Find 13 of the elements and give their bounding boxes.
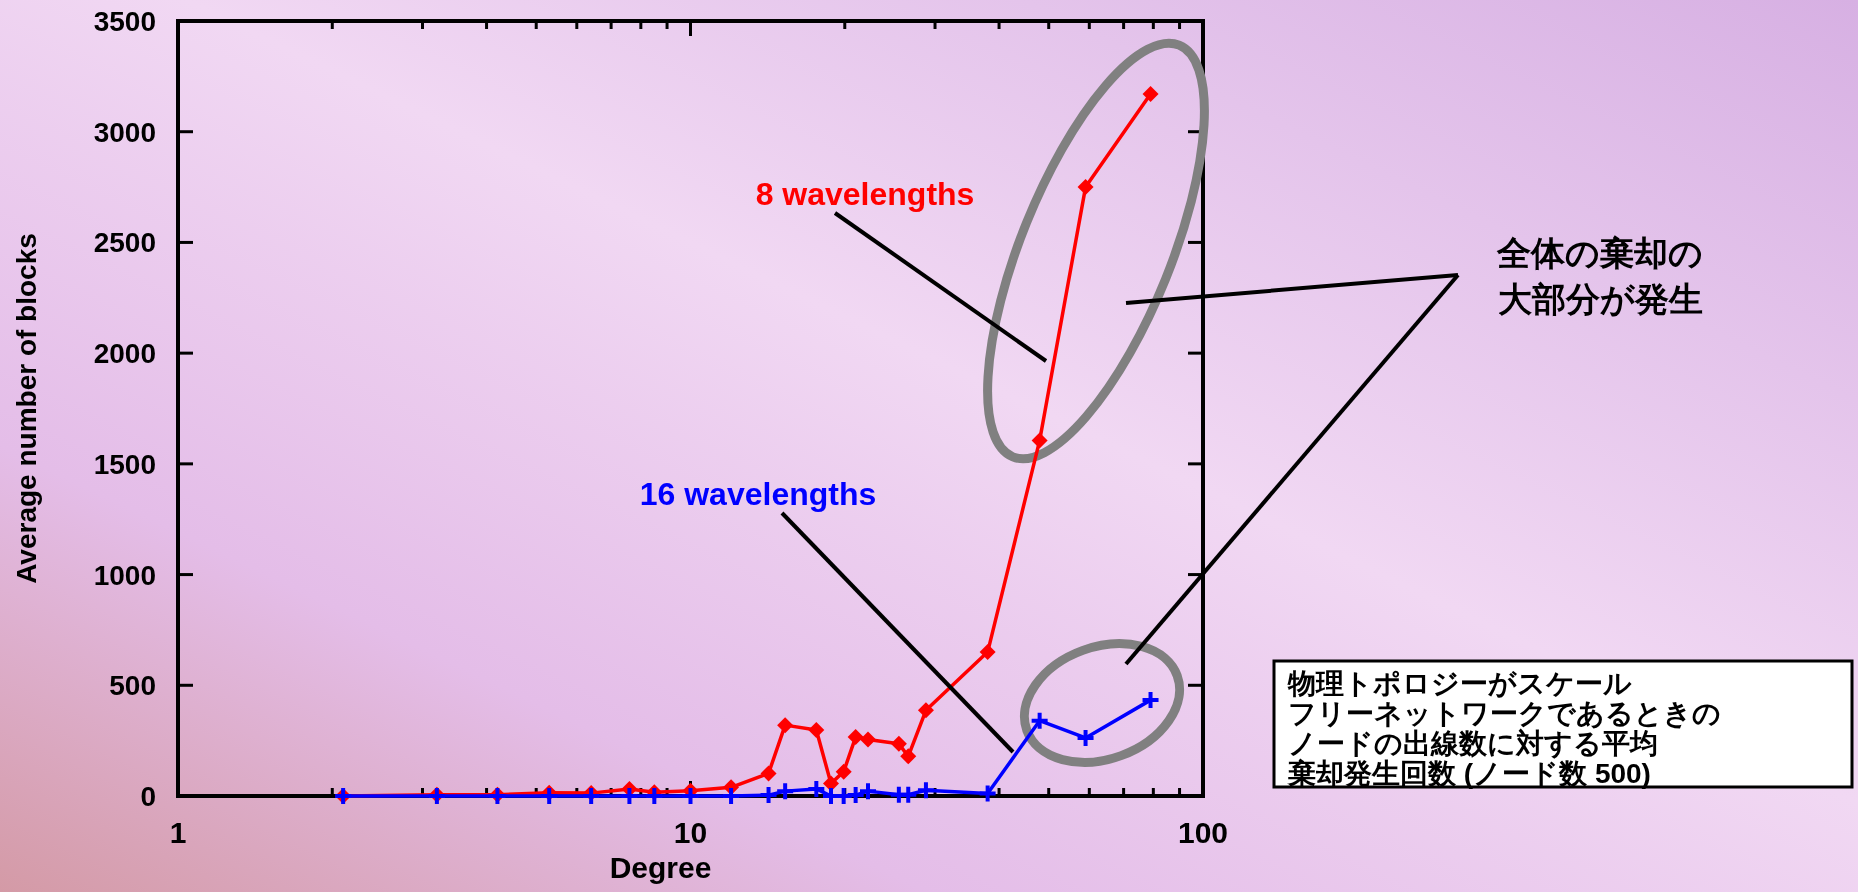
y-tick-label: 1500: [93, 448, 156, 480]
x-axis-title: Degree: [609, 851, 712, 884]
x-tick-label: 1: [169, 816, 187, 849]
y-tick-label: 3500: [93, 6, 156, 37]
y-tick-label: 2500: [93, 227, 156, 259]
y-tick-label: 3000: [93, 116, 156, 148]
y-axis-title: Average number of blocks: [11, 233, 42, 584]
y-tick-label: 500: [109, 670, 156, 702]
y-tick-label: 1000: [93, 559, 156, 591]
y-tick-label: 2000: [93, 338, 156, 370]
x-tick-label: 10: [673, 816, 708, 849]
x-tick-label: 100: [1177, 816, 1229, 849]
y-tick-label: 0: [140, 781, 156, 812]
